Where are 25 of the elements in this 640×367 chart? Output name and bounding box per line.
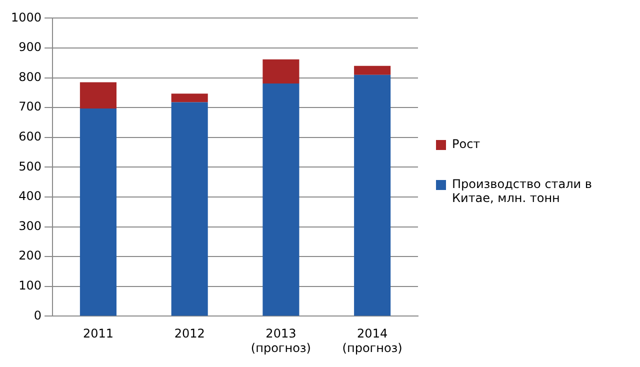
y-tick-label: 500	[18, 159, 42, 174]
y-tick-label: 400	[18, 189, 42, 204]
y-tick-label: 900	[18, 40, 42, 54]
legend-label: Рост	[452, 136, 480, 150]
x-tick-label: 2011	[82, 326, 114, 341]
x-tick-label: 2012	[174, 326, 205, 341]
x-tick-label: 2014 (прогноз)	[342, 326, 402, 355]
y-tick-label: 300	[18, 218, 42, 233]
y-tick-label: 0	[34, 308, 42, 322]
y-tick-label: 100	[18, 278, 42, 293]
bar	[171, 94, 208, 102]
legend-label: Производство стали в Китае, млн. тонн	[452, 176, 593, 204]
y-tick-label: 800	[18, 70, 42, 84]
bar	[171, 102, 208, 316]
bar	[262, 83, 300, 316]
y-tick-label: 1000	[10, 10, 42, 24]
bar	[80, 82, 116, 108]
y-tick-label: 700	[18, 100, 42, 114]
y-tick-label: 600	[18, 130, 42, 144]
x-tick-label: 2013 (прогноз)	[250, 326, 311, 355]
bar	[354, 74, 391, 316]
bar	[80, 108, 116, 316]
bar	[354, 66, 391, 75]
bar	[262, 59, 300, 84]
y-tick-label: 200	[18, 248, 42, 263]
